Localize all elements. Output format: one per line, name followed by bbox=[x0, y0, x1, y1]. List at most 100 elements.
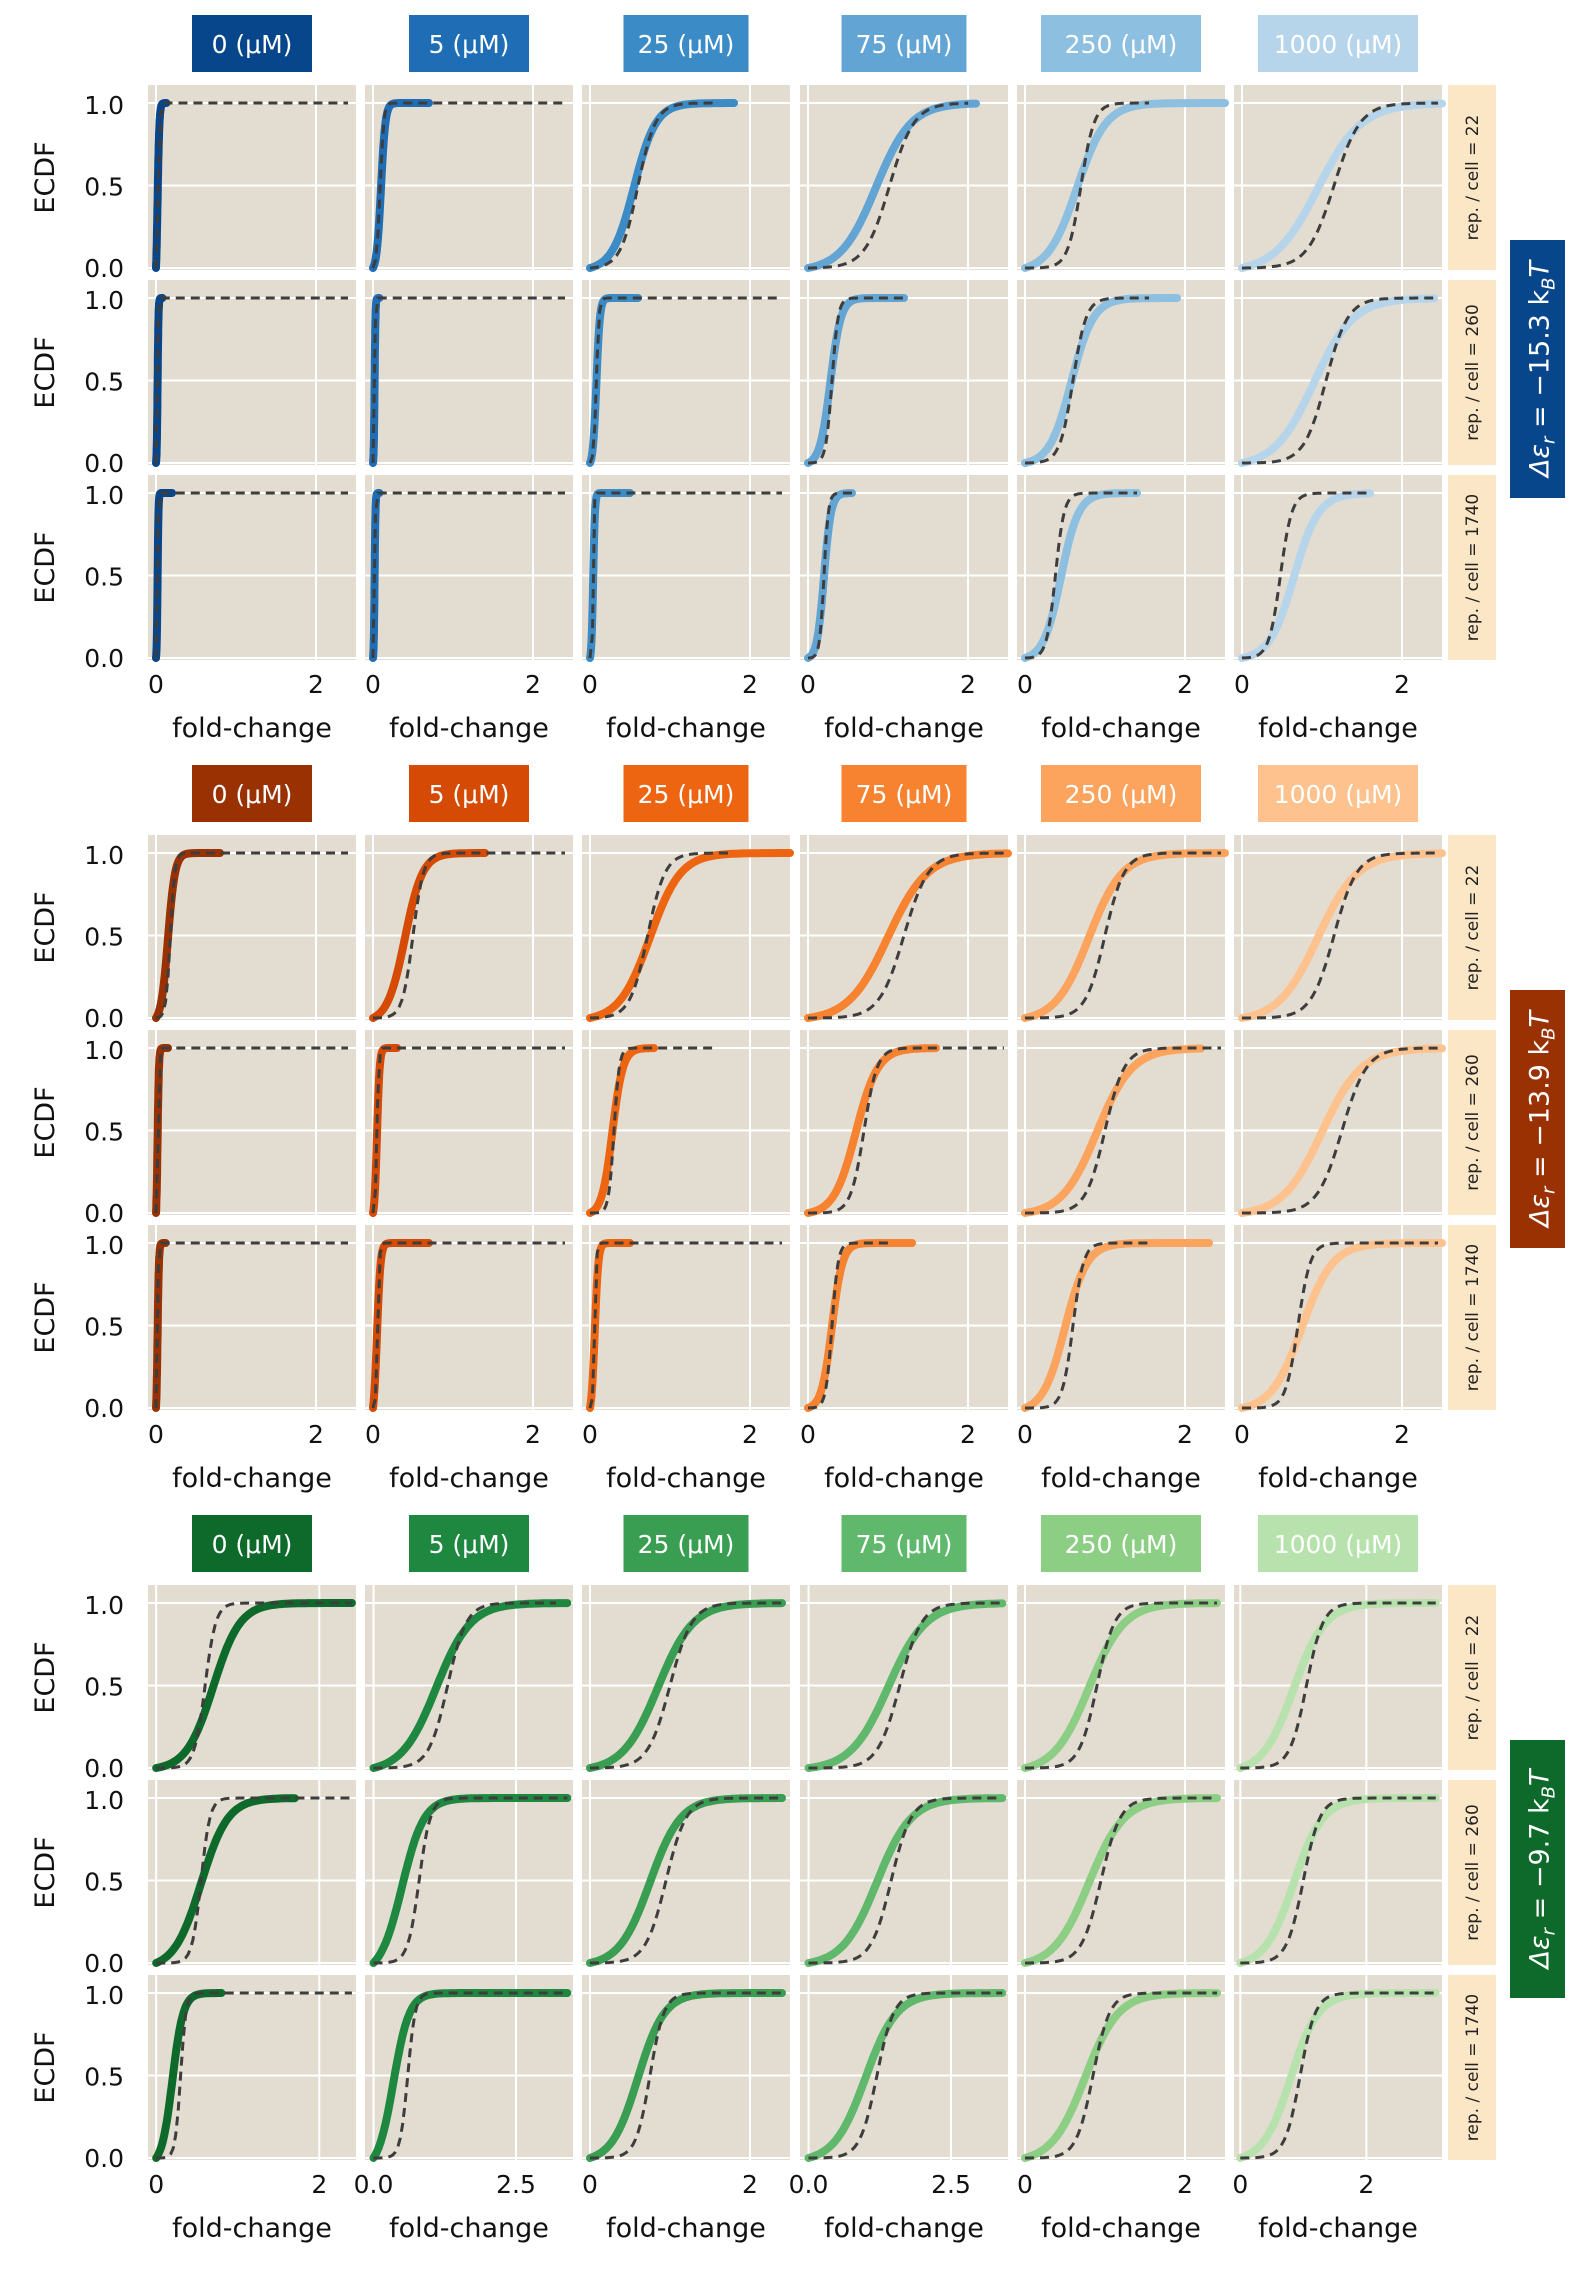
ecdf-panel bbox=[1017, 280, 1225, 467]
ecdf-panel bbox=[582, 85, 790, 272]
row-label: rep. / cell = 260 bbox=[1463, 304, 1483, 441]
x-tick-label: 0 bbox=[1017, 1420, 1033, 1449]
ecdf-panel bbox=[148, 280, 356, 467]
panel-background bbox=[582, 475, 790, 660]
group-label: Δεr = −9.7 kBT bbox=[1525, 1767, 1560, 1970]
ecdf-panel bbox=[365, 1780, 573, 1967]
concentration-badge bbox=[192, 1515, 312, 1572]
ecdf-panel bbox=[582, 1780, 790, 1967]
row-label-badge bbox=[1448, 1780, 1496, 1965]
ecdf-panel bbox=[365, 1225, 573, 1412]
ecdf-panel bbox=[582, 280, 790, 467]
y-axis-label: ECDF bbox=[30, 2031, 61, 2103]
y-tick-label: 0.0 bbox=[84, 254, 124, 283]
ecdf-panel bbox=[582, 1225, 790, 1412]
y-tick-label: 1.0 bbox=[84, 1786, 124, 1815]
concentration-badge bbox=[841, 15, 967, 72]
theory-ecdf-line bbox=[371, 1046, 565, 1214]
panel-background bbox=[148, 835, 356, 1020]
data-ecdf-line bbox=[804, 99, 980, 272]
theory-ecdf-line bbox=[156, 1601, 352, 1770]
x-tick-label: 0 bbox=[1017, 670, 1033, 699]
data-ecdf-line bbox=[586, 294, 642, 467]
ecdf-panel bbox=[148, 85, 356, 272]
concentration-badge bbox=[1041, 765, 1201, 822]
concentration-label: 250 (μM) bbox=[1065, 1530, 1178, 1559]
y-axis-label: ECDF bbox=[30, 1641, 61, 1713]
row-label: rep. / cell = 22 bbox=[1463, 1615, 1483, 1741]
y-tick-label: 0.5 bbox=[84, 173, 124, 202]
concentration-badge bbox=[1041, 15, 1201, 72]
ecdf-panel bbox=[148, 1975, 356, 2162]
theory-ecdf-line bbox=[1242, 296, 1438, 465]
chart-group-3: 0 (μM) 5 (μM) 25 (μM) 75 (μM) 250 (μM) 1000 (… bbox=[30, 1515, 1565, 2244]
panel-background bbox=[800, 835, 1008, 1020]
x-axis-label: fold-change bbox=[1258, 1463, 1418, 1494]
ecdf-panel bbox=[800, 1975, 1008, 2162]
group-label-badge bbox=[1510, 240, 1565, 498]
panel-background bbox=[1234, 1780, 1442, 1965]
ecdf-panel bbox=[148, 1225, 356, 1412]
theory-ecdf-line bbox=[1025, 296, 1149, 465]
panel-background bbox=[365, 1585, 573, 1770]
theory-ecdf-line bbox=[154, 296, 348, 464]
x-tick-label: 2 bbox=[308, 1420, 324, 1449]
panel-background bbox=[800, 1030, 1008, 1215]
theory-ecdf-line bbox=[373, 1991, 568, 2160]
x-tick-label: 2 bbox=[1358, 2170, 1374, 2199]
ecdf-panel bbox=[800, 1585, 1008, 1772]
theory-ecdf-line bbox=[154, 491, 348, 659]
concentration-badge bbox=[623, 1515, 749, 1572]
panel-background bbox=[1017, 1780, 1225, 1965]
theory-ecdf-line bbox=[590, 1796, 782, 1965]
concentration-label: 25 (μM) bbox=[638, 30, 735, 59]
row-label: rep. / cell = 22 bbox=[1463, 865, 1483, 991]
theory-ecdf-line bbox=[590, 1601, 782, 1770]
y-tick-label: 0.0 bbox=[84, 1394, 124, 1423]
theory-ecdf-line bbox=[1025, 1241, 1149, 1410]
x-tick-label: 2 bbox=[1394, 670, 1410, 699]
x-axis-label: fold-change bbox=[172, 1463, 332, 1494]
ecdf-panel bbox=[148, 1585, 356, 1772]
panel-background bbox=[800, 1585, 1008, 1770]
ecdf-panel bbox=[800, 280, 1008, 467]
y-axis-label: ECDF bbox=[30, 141, 61, 213]
theory-ecdf-line bbox=[154, 101, 348, 269]
x-tick-label: 0 bbox=[800, 670, 816, 699]
ecdf-panel bbox=[582, 1585, 790, 1772]
panel-background bbox=[1234, 475, 1442, 660]
x-axis-label: fold-change bbox=[172, 2213, 332, 2244]
x-tick-label: 0 bbox=[1017, 2170, 1033, 2199]
y-tick-label: 1.0 bbox=[84, 1981, 124, 2010]
x-tick-label: 0 bbox=[148, 1420, 164, 1449]
y-tick-label: 0.5 bbox=[84, 2063, 124, 2092]
concentration-label: 1000 (μM) bbox=[1274, 30, 1403, 59]
x-axis-label: fold-change bbox=[1041, 1463, 1201, 1494]
data-ecdf-line bbox=[586, 849, 794, 1022]
y-tick-label: 0.5 bbox=[84, 368, 124, 397]
concentration-label: 250 (μM) bbox=[1065, 780, 1178, 809]
concentration-badge bbox=[623, 15, 749, 72]
x-tick-label: 2 bbox=[1177, 1420, 1193, 1449]
ecdf-panel bbox=[1234, 1585, 1442, 1772]
row-label: rep. / cell = 22 bbox=[1463, 115, 1483, 241]
theory-ecdf-line bbox=[371, 296, 565, 464]
y-tick-label: 0.0 bbox=[84, 1199, 124, 1228]
ecdf-panel bbox=[800, 85, 1008, 272]
theory-ecdf-line bbox=[371, 491, 565, 659]
theory-ecdf-line bbox=[808, 1046, 1004, 1215]
row-label-badge bbox=[1448, 280, 1496, 465]
concentration-badge bbox=[1258, 15, 1418, 72]
x-tick-label: 2 bbox=[525, 670, 541, 699]
concentration-badge bbox=[409, 15, 529, 72]
panel-background bbox=[582, 1225, 790, 1410]
group-label-part: r bbox=[1539, 435, 1560, 444]
x-tick-label: 0 bbox=[582, 2170, 598, 2199]
concentration-badge bbox=[409, 765, 529, 822]
x-axis-label: fold-change bbox=[389, 2213, 549, 2244]
x-tick-label: 2 bbox=[742, 2170, 758, 2199]
ecdf-panel bbox=[1234, 1030, 1446, 1217]
data-ecdf-line bbox=[1021, 294, 1181, 467]
concentration-badge bbox=[841, 1515, 967, 1572]
panel-background bbox=[582, 280, 790, 465]
